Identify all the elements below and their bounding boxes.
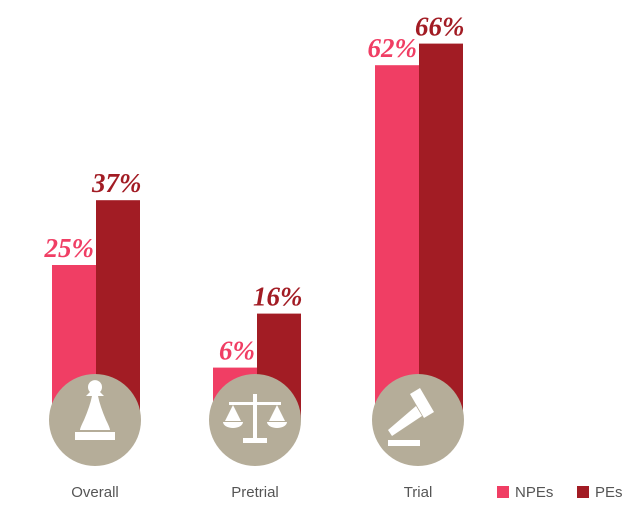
value-label: 6% bbox=[219, 336, 255, 366]
bars bbox=[52, 43, 463, 420]
value-label: 66% bbox=[415, 12, 465, 42]
bar bbox=[375, 65, 419, 420]
legend-label: NPEs bbox=[515, 484, 553, 501]
icon bbox=[388, 388, 434, 446]
value-label: 25% bbox=[44, 233, 95, 263]
value-label: 62% bbox=[368, 33, 418, 63]
icon bbox=[75, 380, 115, 440]
category-icon-circle bbox=[372, 374, 464, 466]
value-label: 16% bbox=[253, 282, 303, 312]
x-tick-label: Pretrial bbox=[231, 484, 279, 501]
value-label: 37% bbox=[91, 168, 142, 198]
legend-swatch bbox=[577, 486, 589, 498]
icons bbox=[49, 374, 464, 466]
icon bbox=[223, 394, 287, 443]
x-tick-label: Overall bbox=[71, 484, 119, 501]
bar bbox=[419, 43, 463, 420]
x-tick-label: Trial bbox=[404, 484, 433, 501]
legend-label: PEs bbox=[595, 484, 623, 501]
legend-swatch bbox=[497, 486, 509, 498]
